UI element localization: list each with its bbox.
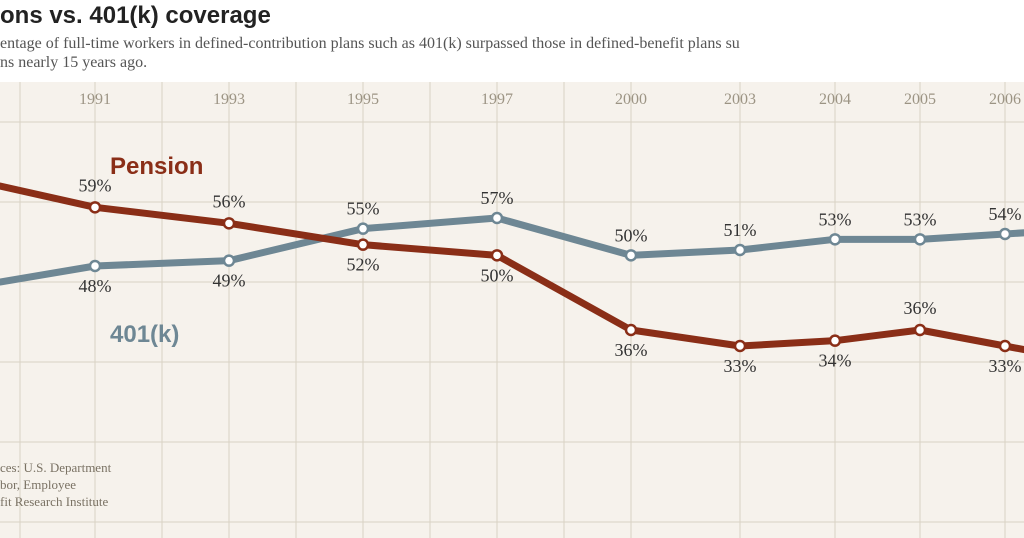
series-marker-401k [224, 256, 234, 266]
chart-plot-area: 1991 1993 1995 1997 2000 2003 2004 2005 2006 48% 4… [0, 82, 1024, 538]
chart-svg: 1991 1993 1995 1997 2000 2003 2004 2005 2006 48% 4… [0, 82, 1024, 538]
data-label-401k: 53% [904, 209, 937, 229]
year-label: 1993 [213, 91, 245, 108]
series-marker-401k [90, 261, 100, 271]
series-marker-401k [915, 234, 925, 244]
source-line: fit Research Institute [0, 494, 109, 509]
series-marker-401k [735, 245, 745, 255]
source-line: ces: U.S. Department [0, 460, 112, 475]
data-label-401k: 49% [213, 271, 246, 291]
series-label-401k: 401(k) [110, 321, 179, 348]
data-label-401k: 55% [347, 199, 380, 219]
data-label-401k: 51% [724, 220, 757, 240]
data-label-pension: 34% [819, 351, 852, 371]
series-marker-pension [830, 336, 840, 346]
source-line: bor, Employee [0, 477, 76, 492]
series-marker-401k [492, 213, 502, 223]
plot-bg [0, 82, 1024, 538]
data-label-401k: 48% [79, 276, 112, 296]
series-marker-401k [1000, 229, 1010, 239]
chart-subtitle-line1: entage of full-time workers in defined-c… [0, 34, 740, 54]
series-label-pension: Pension [110, 153, 203, 180]
data-label-pension: 33% [724, 356, 757, 376]
series-marker-401k [830, 234, 840, 244]
data-label-pension: 56% [213, 191, 246, 211]
data-label-pension: 50% [481, 265, 514, 285]
series-marker-pension [735, 341, 745, 351]
series-marker-pension [358, 240, 368, 250]
chart-container: ons vs. 401(k) coverage entage of full-t… [0, 0, 1024, 538]
year-label: 2003 [724, 91, 756, 108]
data-label-401k: 50% [615, 225, 648, 245]
year-label: 2004 [819, 91, 851, 108]
data-label-401k: 54% [989, 204, 1022, 224]
year-label: 1995 [347, 91, 379, 108]
data-label-pension: 52% [347, 255, 380, 275]
chart-title: ons vs. 401(k) coverage [0, 2, 271, 30]
data-label-pension: 33% [989, 356, 1022, 376]
year-label: 1991 [79, 91, 111, 108]
data-label-pension: 36% [615, 340, 648, 360]
series-marker-401k [358, 224, 368, 234]
data-label-pension: 36% [904, 298, 937, 318]
year-label: 1997 [481, 91, 513, 108]
series-marker-pension [90, 202, 100, 212]
series-marker-pension [492, 250, 502, 260]
series-marker-pension [915, 325, 925, 335]
data-label-pension: 59% [79, 175, 112, 195]
year-label: 2005 [904, 91, 936, 108]
series-marker-pension [1000, 341, 1010, 351]
year-label: 2000 [615, 91, 647, 108]
series-marker-401k [626, 250, 636, 260]
data-label-401k: 53% [819, 209, 852, 229]
year-label: 2006 [989, 91, 1021, 108]
chart-subtitle-line2: ns nearly 15 years ago. [0, 54, 147, 72]
data-label-401k: 57% [481, 188, 514, 208]
series-marker-pension [224, 218, 234, 228]
series-marker-pension [626, 325, 636, 335]
